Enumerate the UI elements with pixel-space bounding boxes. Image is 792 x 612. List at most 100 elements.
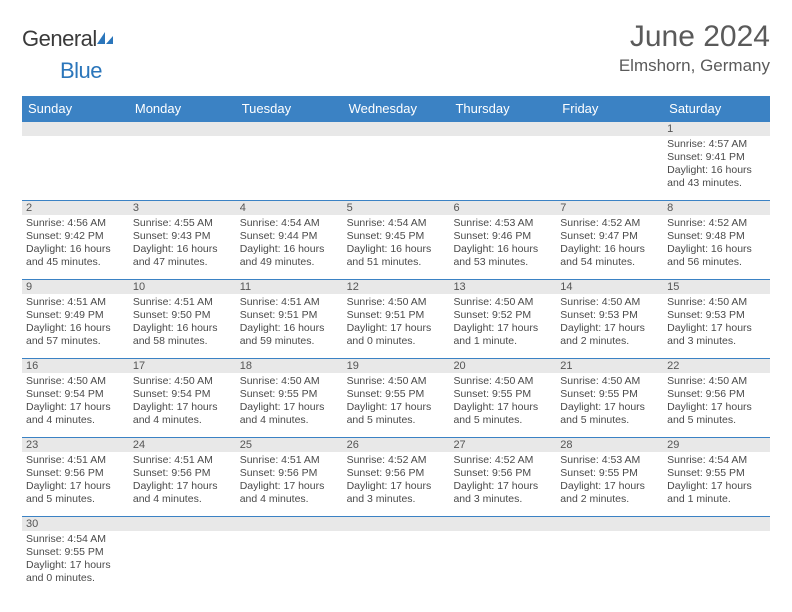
daylight-text: Daylight: 17 hours and 4 minutes.: [133, 480, 232, 506]
sunrise-text: Sunrise: 4:51 AM: [240, 454, 339, 467]
daylight-text: Daylight: 17 hours and 5 minutes.: [560, 401, 659, 427]
daynum-row: 16171819202122: [22, 359, 770, 373]
day-cell: Sunrise: 4:51 AMSunset: 9:50 PMDaylight:…: [129, 294, 236, 358]
day-cell: Sunrise: 4:50 AMSunset: 9:53 PMDaylight:…: [556, 294, 663, 358]
daynum: 6: [449, 201, 556, 215]
day-cell: Sunrise: 4:51 AMSunset: 9:56 PMDaylight:…: [236, 452, 343, 516]
sunset-text: Sunset: 9:54 PM: [133, 388, 232, 401]
sunrise-text: Sunrise: 4:50 AM: [453, 375, 552, 388]
week: 16171819202122Sunrise: 4:50 AMSunset: 9:…: [22, 359, 770, 438]
dow-header: Wednesday: [343, 96, 450, 122]
daynum: [556, 122, 663, 136]
day-cell: Sunrise: 4:51 AMSunset: 9:49 PMDaylight:…: [22, 294, 129, 358]
sunrise-text: Sunrise: 4:56 AM: [26, 217, 125, 230]
sunset-text: Sunset: 9:54 PM: [26, 388, 125, 401]
day-cell: [663, 531, 770, 595]
daynum: 13: [449, 280, 556, 294]
title-block: June 2024 Elmshorn, Germany: [619, 20, 770, 76]
week: 2345678Sunrise: 4:56 AMSunset: 9:42 PMDa…: [22, 201, 770, 280]
daylight-text: Daylight: 17 hours and 1 minute.: [667, 480, 766, 506]
logo-text-blue: Blue: [60, 58, 102, 83]
day-cell: Sunrise: 4:54 AMSunset: 9:45 PMDaylight:…: [343, 215, 450, 279]
day-cell: [22, 136, 129, 200]
day-cell: Sunrise: 4:50 AMSunset: 9:51 PMDaylight:…: [343, 294, 450, 358]
day-cell: [449, 136, 556, 200]
sunrise-text: Sunrise: 4:50 AM: [240, 375, 339, 388]
daynum: 16: [22, 359, 129, 373]
daylight-text: Daylight: 17 hours and 0 minutes.: [26, 559, 125, 585]
daylight-text: Daylight: 16 hours and 57 minutes.: [26, 322, 125, 348]
week: 9101112131415Sunrise: 4:51 AMSunset: 9:4…: [22, 280, 770, 359]
day-cell: Sunrise: 4:57 AMSunset: 9:41 PMDaylight:…: [663, 136, 770, 200]
daynum: 2: [22, 201, 129, 215]
daynum: 25: [236, 438, 343, 452]
daylight-text: Daylight: 16 hours and 45 minutes.: [26, 243, 125, 269]
week-content: Sunrise: 4:50 AMSunset: 9:54 PMDaylight:…: [22, 373, 770, 438]
daylight-text: Daylight: 17 hours and 3 minutes.: [667, 322, 766, 348]
week-content: Sunrise: 4:56 AMSunset: 9:42 PMDaylight:…: [22, 215, 770, 280]
sunset-text: Sunset: 9:43 PM: [133, 230, 232, 243]
day-cell: [236, 531, 343, 595]
sunset-text: Sunset: 9:55 PM: [560, 467, 659, 480]
daynum: [236, 122, 343, 136]
sunrise-text: Sunrise: 4:50 AM: [26, 375, 125, 388]
sunset-text: Sunset: 9:56 PM: [240, 467, 339, 480]
sunrise-text: Sunrise: 4:50 AM: [560, 296, 659, 309]
calendar: SundayMondayTuesdayWednesdayThursdayFrid…: [22, 96, 770, 595]
daynum: 21: [556, 359, 663, 373]
sunrise-text: Sunrise: 4:54 AM: [667, 454, 766, 467]
dow-header: Saturday: [663, 96, 770, 122]
sunrise-text: Sunrise: 4:51 AM: [26, 454, 125, 467]
header-area: GeneralBlue June 2024 Elmshorn, Germany: [22, 20, 770, 84]
daynum: 15: [663, 280, 770, 294]
sunrise-text: Sunrise: 4:50 AM: [667, 375, 766, 388]
sunset-text: Sunset: 9:55 PM: [240, 388, 339, 401]
day-cell: Sunrise: 4:50 AMSunset: 9:56 PMDaylight:…: [663, 373, 770, 437]
week: 30Sunrise: 4:54 AMSunset: 9:55 PMDayligh…: [22, 517, 770, 595]
daynum: 18: [236, 359, 343, 373]
sunrise-text: Sunrise: 4:57 AM: [667, 138, 766, 151]
daynum: 27: [449, 438, 556, 452]
day-cell: Sunrise: 4:50 AMSunset: 9:55 PMDaylight:…: [449, 373, 556, 437]
day-cell: Sunrise: 4:51 AMSunset: 9:51 PMDaylight:…: [236, 294, 343, 358]
logo: GeneralBlue: [22, 20, 115, 84]
day-cell: [236, 136, 343, 200]
day-cell: Sunrise: 4:54 AMSunset: 9:55 PMDaylight:…: [663, 452, 770, 516]
daylight-text: Daylight: 16 hours and 53 minutes.: [453, 243, 552, 269]
daynum: 28: [556, 438, 663, 452]
sunrise-text: Sunrise: 4:54 AM: [240, 217, 339, 230]
day-cell: [343, 531, 450, 595]
daylight-text: Daylight: 17 hours and 2 minutes.: [560, 322, 659, 348]
daylight-text: Daylight: 17 hours and 5 minutes.: [453, 401, 552, 427]
week-content: Sunrise: 4:51 AMSunset: 9:49 PMDaylight:…: [22, 294, 770, 359]
sunrise-text: Sunrise: 4:50 AM: [453, 296, 552, 309]
daylight-text: Daylight: 17 hours and 5 minutes.: [667, 401, 766, 427]
day-cell: Sunrise: 4:53 AMSunset: 9:46 PMDaylight:…: [449, 215, 556, 279]
daylight-text: Daylight: 17 hours and 5 minutes.: [347, 401, 446, 427]
daylight-text: Daylight: 17 hours and 4 minutes.: [133, 401, 232, 427]
day-cell: Sunrise: 4:50 AMSunset: 9:54 PMDaylight:…: [129, 373, 236, 437]
sunrise-text: Sunrise: 4:51 AM: [240, 296, 339, 309]
month-title: June 2024: [619, 20, 770, 54]
daynum: 24: [129, 438, 236, 452]
sunrise-text: Sunrise: 4:52 AM: [453, 454, 552, 467]
day-cell: [449, 531, 556, 595]
daylight-text: Daylight: 16 hours and 56 minutes.: [667, 243, 766, 269]
dow-header: Sunday: [22, 96, 129, 122]
daylight-text: Daylight: 16 hours and 49 minutes.: [240, 243, 339, 269]
day-cell: Sunrise: 4:50 AMSunset: 9:53 PMDaylight:…: [663, 294, 770, 358]
day-cell: Sunrise: 4:51 AMSunset: 9:56 PMDaylight:…: [22, 452, 129, 516]
sunset-text: Sunset: 9:55 PM: [560, 388, 659, 401]
daynum: [129, 517, 236, 531]
sunrise-text: Sunrise: 4:54 AM: [347, 217, 446, 230]
daynum: 8: [663, 201, 770, 215]
sunrise-text: Sunrise: 4:51 AM: [26, 296, 125, 309]
sunset-text: Sunset: 9:56 PM: [453, 467, 552, 480]
daylight-text: Daylight: 16 hours and 47 minutes.: [133, 243, 232, 269]
daynum: [449, 517, 556, 531]
sunset-text: Sunset: 9:44 PM: [240, 230, 339, 243]
daynum: [236, 517, 343, 531]
daynum: 30: [22, 517, 129, 531]
sunrise-text: Sunrise: 4:53 AM: [453, 217, 552, 230]
daylight-text: Daylight: 16 hours and 58 minutes.: [133, 322, 232, 348]
